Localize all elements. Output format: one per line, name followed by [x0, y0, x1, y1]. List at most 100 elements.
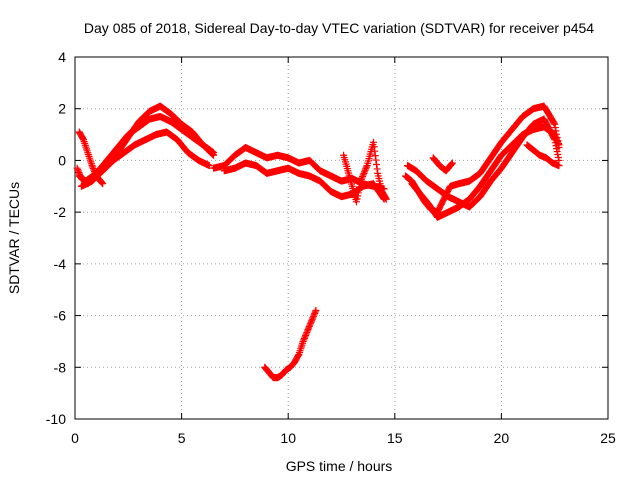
- data-point-marker: [87, 158, 95, 166]
- data-point-marker: [552, 134, 560, 142]
- data-point-marker: [382, 195, 390, 203]
- data-point-marker: [88, 162, 96, 170]
- x-tick-label: 10: [280, 430, 296, 446]
- y-tick-label: -8: [54, 359, 67, 375]
- data-point-marker: [372, 156, 380, 164]
- data-point-marker: [298, 341, 306, 349]
- data-point-marker: [74, 167, 82, 175]
- data-point-marker: [357, 177, 365, 185]
- data-point-marker: [303, 327, 311, 335]
- axes: 0 5 10 15 20 25 -10 -8 -6 -4 -2 0 2 4: [46, 49, 616, 446]
- x-tick-label: 15: [387, 430, 403, 446]
- data-point-marker: [210, 149, 218, 157]
- data-point-marker: [555, 141, 563, 149]
- data-point-marker: [74, 166, 82, 174]
- data-point-marker: [302, 330, 310, 338]
- series-track-7: [340, 138, 390, 206]
- data-point-marker: [98, 179, 106, 187]
- x-tick-label: 5: [178, 430, 186, 446]
- data-point-marker: [89, 163, 97, 171]
- data-point-marker: [305, 323, 313, 331]
- data-point-marker: [355, 186, 363, 194]
- series-track-13: [261, 306, 320, 382]
- data-point-marker: [553, 148, 561, 156]
- data-point-marker: [303, 329, 311, 337]
- data-point-marker: [357, 176, 365, 184]
- data-point-marker: [353, 195, 361, 203]
- data-point-marker: [297, 345, 305, 353]
- plot-frame: [74, 56, 609, 420]
- data-point-marker: [354, 192, 362, 200]
- series-track-11: [523, 141, 563, 170]
- data-point-marker: [369, 138, 377, 146]
- data-point-marker: [302, 332, 310, 340]
- data-point-marker: [447, 161, 455, 169]
- y-tick-label: -2: [54, 204, 67, 220]
- data-point-marker: [554, 139, 562, 147]
- data-point-marker: [359, 172, 367, 180]
- data-point-marker: [297, 343, 305, 351]
- data-point-marker: [73, 164, 81, 172]
- data-point-marker: [373, 160, 381, 168]
- data-point-marker: [299, 337, 307, 345]
- series-track-10: [408, 123, 563, 221]
- y-tick-label: 0: [58, 152, 66, 168]
- x-tick-label: 0: [71, 430, 79, 446]
- data-point-marker: [358, 174, 366, 182]
- series-track-12: [429, 154, 456, 175]
- data-point-marker: [311, 308, 319, 316]
- data-point-marker: [84, 151, 92, 159]
- data-point-marker: [555, 162, 563, 170]
- x-tick-label: 20: [494, 430, 510, 446]
- data-point-marker: [371, 152, 379, 160]
- y-tick-label: -6: [54, 308, 67, 324]
- data-point-marker: [360, 169, 368, 177]
- data-point-marker: [89, 165, 97, 173]
- data-point-marker: [382, 194, 390, 202]
- data-point-marker: [300, 334, 308, 342]
- data-point-marker: [83, 145, 91, 153]
- x-axis-label: GPS time / hours: [286, 458, 393, 474]
- data-point-marker: [551, 124, 559, 132]
- data-point-marker: [361, 168, 369, 176]
- y-tick-label: -10: [46, 411, 66, 427]
- data-point-marker: [307, 318, 315, 326]
- data-point-marker: [310, 311, 318, 319]
- data-point-marker: [85, 152, 93, 160]
- data-point-marker: [553, 136, 561, 144]
- data-point-marker: [551, 131, 559, 139]
- data-point-marker: [82, 143, 90, 151]
- data-point-marker: [373, 165, 381, 173]
- data-point-marker: [551, 132, 559, 140]
- data-point-marker: [356, 180, 364, 188]
- data-point-marker: [359, 171, 367, 179]
- data-point-marker: [354, 189, 362, 197]
- data-point-marker: [553, 135, 561, 143]
- data-point-marker: [312, 306, 320, 314]
- data-point-marker: [83, 147, 91, 155]
- data-points: [73, 102, 563, 382]
- data-point-marker: [309, 312, 317, 320]
- data-point-marker: [553, 145, 561, 153]
- data-point-marker: [370, 143, 378, 151]
- data-point-marker: [551, 120, 559, 128]
- data-point-marker: [309, 314, 317, 322]
- data-point-marker: [90, 168, 98, 176]
- data-point-marker: [90, 166, 98, 174]
- y-tick-label: 2: [58, 101, 66, 117]
- data-point-marker: [448, 159, 456, 167]
- y-tick-label: 4: [58, 49, 66, 65]
- series-track-6: [220, 159, 388, 203]
- data-point-marker: [355, 183, 363, 191]
- data-point-marker: [294, 351, 302, 359]
- data-point-marker: [448, 160, 456, 168]
- data-point-marker: [554, 138, 562, 146]
- data-point-marker: [304, 326, 312, 334]
- data-point-marker: [300, 336, 308, 344]
- data-point-marker: [79, 135, 87, 143]
- data-point-marker: [550, 119, 558, 127]
- data-point-marker: [554, 153, 562, 161]
- data-point-marker: [97, 178, 105, 186]
- data-point-marker: [87, 160, 95, 168]
